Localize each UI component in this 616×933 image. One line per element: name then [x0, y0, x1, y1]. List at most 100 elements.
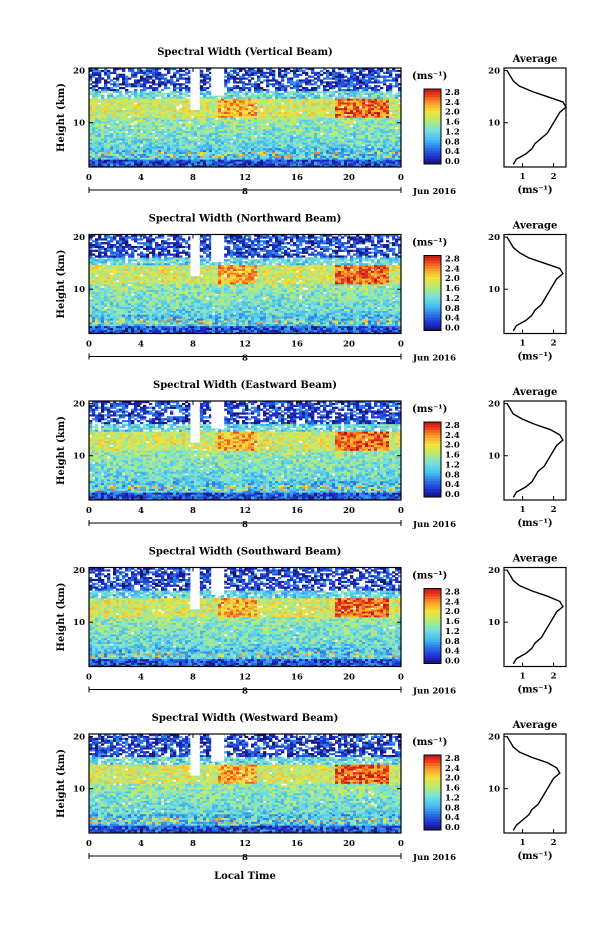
colorbar-tick: 0.0	[445, 324, 460, 334]
panel-title: Spectral Width (Northward Beam)	[149, 214, 342, 225]
x-tick-label: 8	[190, 340, 196, 350]
colorbar-tick: 0.0	[445, 823, 460, 833]
average-y-tick: 10	[488, 285, 500, 295]
x-tick-label: 0	[398, 673, 404, 683]
colorbar-tick: 2.8	[445, 88, 460, 98]
colorbar-tick: 0.4	[445, 314, 460, 324]
average-y-tick: 20	[488, 733, 500, 743]
date-label: Jun 2016	[412, 853, 456, 863]
y-axis-label: Height (km)	[56, 250, 67, 319]
x-tick-label: 20	[343, 173, 355, 183]
average-profile-line	[507, 404, 563, 498]
x-tick-label: 0	[398, 839, 404, 849]
colorbar-tick: 2.4	[445, 98, 460, 108]
average-x-tick: 1	[520, 172, 526, 182]
panel-title: Spectral Width (Southward Beam)	[149, 547, 342, 558]
colorbar-tick: 1.2	[445, 627, 460, 637]
y-tick-label: 10	[73, 618, 85, 628]
colorbar-tick: 1.2	[445, 460, 460, 470]
colorbar-tick: 1.6	[445, 118, 460, 128]
average-x-label: (ms⁻¹)	[517, 518, 552, 529]
colorbar-tick: 2.0	[445, 774, 460, 784]
average-x-tick: 2	[551, 339, 557, 349]
y-axis-label: Height (km)	[56, 83, 67, 152]
date-label: Jun 2016	[412, 187, 456, 197]
x-tick-label: 0	[398, 173, 404, 183]
x-tick-label: 4	[138, 673, 144, 683]
colorbar-tick: 1.6	[445, 617, 460, 627]
day-marker: 8	[242, 354, 248, 364]
date-label: Jun 2016	[412, 687, 456, 697]
y-tick-label: 20	[73, 400, 85, 410]
x-tick-label: 16	[291, 839, 303, 849]
y-tick-label: 20	[73, 67, 85, 77]
average-x-tick: 2	[551, 672, 557, 682]
colorbar-tick: 2.0	[445, 607, 460, 617]
colorbar-tick: 1.6	[445, 784, 460, 794]
y-tick-label: 10	[73, 285, 85, 295]
average-x-tick: 2	[551, 505, 557, 515]
x-tick-label: 0	[86, 340, 92, 350]
average-profile-line	[507, 237, 563, 331]
colorbar-tick: 2.4	[445, 431, 460, 441]
average-x-label: (ms⁻¹)	[517, 851, 552, 862]
colorbar-unit: (ms⁻¹)	[412, 571, 447, 582]
colorbar-tick: 0.4	[445, 647, 460, 657]
x-tick-label: 12	[239, 340, 251, 350]
heatmap-cells	[89, 401, 401, 500]
x-tick-label: 4	[138, 173, 144, 183]
colorbar-tick: 2.8	[445, 754, 460, 764]
x-tick-label: 16	[291, 173, 303, 183]
average-title: Average	[512, 221, 558, 232]
average-profile-line	[507, 71, 566, 165]
colorbar-tick: 2.0	[445, 274, 460, 284]
colorbar-unit: (ms⁻¹)	[412, 404, 447, 415]
colorbar-unit: (ms⁻¹)	[412, 737, 447, 748]
average-profile-line	[507, 737, 560, 831]
average-title: Average	[512, 554, 558, 565]
day-marker: 8	[242, 853, 248, 863]
x-tick-label: 16	[291, 340, 303, 350]
x-tick-label: 16	[291, 506, 303, 516]
colorbar-tick: 0.8	[445, 803, 460, 813]
colorbar-unit: (ms⁻¹)	[412, 71, 447, 82]
x-tick-label: 0	[86, 506, 92, 516]
x-tick-label: 12	[239, 506, 251, 516]
average-x-label: (ms⁻¹)	[517, 352, 552, 363]
y-axis-label: Height (km)	[56, 416, 67, 485]
colorbar-tick: 2.4	[445, 597, 460, 607]
colorbar	[424, 256, 441, 331]
x-tick-label: 20	[343, 506, 355, 516]
colorbar-tick: 1.2	[445, 294, 460, 304]
x-tick-label: 8	[190, 673, 196, 683]
colorbar-tick: 2.0	[445, 108, 460, 118]
average-y-tick: 10	[488, 618, 500, 628]
colorbar-tick: 2.8	[445, 421, 460, 431]
colorbar-tick: 1.2	[445, 793, 460, 803]
average-x-label: (ms⁻¹)	[517, 185, 552, 196]
y-tick-label: 20	[73, 566, 85, 576]
x-tick-label: 12	[239, 839, 251, 849]
panel-title: Spectral Width (Vertical Beam)	[157, 47, 333, 58]
colorbar-tick: 2.4	[445, 764, 460, 774]
date-label: Jun 2016	[412, 520, 456, 530]
average-y-tick: 10	[488, 452, 500, 462]
x-tick-label: 4	[138, 506, 144, 516]
x-tick-label: 4	[138, 839, 144, 849]
colorbar	[424, 89, 441, 164]
day-marker: 8	[242, 687, 248, 697]
panel-title: Spectral Width (Westward Beam)	[152, 713, 339, 724]
heatmap-cells	[89, 568, 401, 667]
day-marker: 8	[242, 520, 248, 530]
heatmap-cells	[89, 734, 401, 833]
average-y-tick: 20	[488, 400, 500, 410]
panel-title: Spectral Width (Eastward Beam)	[153, 380, 337, 391]
colorbar-tick: 0.0	[445, 490, 460, 500]
heatmap-cells	[89, 235, 401, 334]
y-axis-label: Height (km)	[56, 749, 67, 818]
x-tick-label: 12	[239, 173, 251, 183]
